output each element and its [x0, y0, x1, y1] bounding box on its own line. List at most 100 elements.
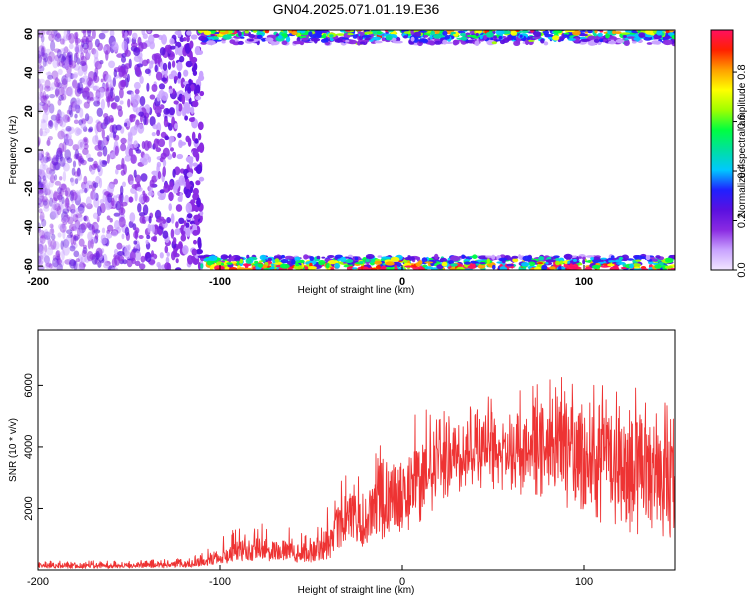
spectrogram-cell [81, 30, 86, 34]
spectrogram-cell [55, 117, 60, 126]
spectrogram-cell [130, 154, 137, 164]
spectrogram-cell [385, 261, 395, 266]
spectrogram-cell [47, 156, 52, 162]
spectrogram-cell [66, 65, 72, 75]
spectrogram-cell [53, 119, 59, 128]
spectrogram-cell [39, 215, 44, 220]
spectrogram-cell [563, 253, 573, 260]
spectrogram-cell [515, 30, 520, 33]
spectrogram-cell [622, 35, 627, 38]
spectrogram-cell [66, 49, 71, 56]
spectrogram-cell [40, 95, 47, 103]
spectrogram-cell [334, 263, 341, 269]
spectrogram-cell [184, 103, 191, 113]
spectrogram-cell [361, 35, 372, 38]
spectrogram-cell [59, 176, 63, 181]
spectrogram-y-axis-label: Frequency (Hz) [8, 116, 19, 185]
spectrogram-cell [419, 266, 425, 270]
spectrogram-cell [38, 150, 42, 161]
spectrogram-cell [38, 175, 42, 185]
spectrogram-cell [598, 38, 604, 42]
spectrogram-cell [45, 56, 49, 67]
spectrogram-cell [100, 78, 104, 83]
spectrogram-cell [46, 30, 53, 36]
spectrogram-cell [39, 30, 44, 39]
spectrogram-cell [291, 31, 298, 36]
spectrogram-cell [168, 107, 175, 116]
spectrogram-cell [47, 74, 54, 80]
spectrogram-cell [68, 258, 74, 263]
spectrogram-cell [161, 91, 169, 102]
spectrogram-cell [38, 251, 41, 257]
spectrogram-x-tick-label: 100 [575, 276, 593, 288]
spectrogram-cell [101, 30, 109, 34]
spectrogram-cell [72, 160, 77, 168]
snr-x-axis-label: Height of straight line (km) [298, 585, 415, 596]
spectrogram-cell [58, 111, 66, 120]
spectrogram-cell [197, 121, 204, 131]
spectrogram-cell [474, 40, 480, 46]
spectrogram-cell [40, 131, 48, 137]
spectrogram-cell [665, 257, 672, 263]
spectrogram-cell [44, 187, 48, 196]
spectrogram-cell [69, 60, 77, 69]
spectrogram-cell [84, 113, 90, 122]
spectrogram-cell [161, 77, 168, 82]
spectrogram-cell [151, 53, 158, 61]
snr-y-axis-label: SNR (10 * v/v) [8, 418, 19, 482]
spectrogram-cell [69, 232, 74, 237]
spectrogram-cell [48, 103, 55, 114]
spectrogram-cell [390, 256, 400, 262]
spectrogram-cell [186, 156, 194, 161]
spectrogram-y-tick-label: -60 [23, 258, 35, 274]
spectrogram-cell [62, 47, 67, 53]
spectrogram-cell [157, 171, 162, 180]
spectrogram-cell [48, 189, 54, 199]
spectrogram-cell [463, 259, 471, 262]
spectrogram-cell [99, 198, 104, 205]
spectrogram-cell [56, 258, 62, 265]
spectrogram-cell [38, 259, 43, 267]
spectrogram-cell [38, 177, 41, 185]
spectrogram-cell [41, 234, 48, 239]
spectrogram-cell [120, 143, 127, 152]
spectrogram-cell [46, 247, 54, 256]
spectrogram-cell [288, 30, 292, 34]
spectrogram-cell [64, 59, 70, 71]
spectrogram-cell [39, 246, 44, 257]
spectrogram-cell [193, 239, 197, 245]
spectrogram-cell [102, 145, 108, 157]
spectrogram-cell [44, 188, 51, 196]
spectrogram-cell [57, 82, 63, 89]
spectrogram-cell [281, 254, 285, 259]
spectrogram-cell [564, 260, 568, 265]
spectrogram-cell [57, 130, 65, 140]
spectrogram-cell [436, 264, 444, 270]
spectrogram-cell [49, 174, 56, 184]
spectrogram-cell [650, 32, 655, 36]
spectrogram-cell [71, 191, 78, 201]
spectrogram-cell [61, 211, 69, 222]
spectrogram-cell [57, 99, 62, 106]
spectrogram-cell [89, 97, 94, 102]
colorbar-tick-label: 0.2 [736, 213, 748, 228]
spectrogram-cell [86, 222, 91, 229]
spectrogram-cell [40, 149, 45, 158]
spectrogram-cell [38, 155, 42, 161]
spectrogram-cell [139, 96, 146, 106]
spectrogram-cell [44, 261, 50, 269]
spectrogram-cell [41, 53, 47, 61]
spectrogram-cell [77, 206, 84, 213]
spectrogram-cell [41, 47, 45, 58]
spectrogram-cell [128, 148, 134, 157]
spectrogram-cell [180, 77, 186, 89]
spectrogram-cell [365, 254, 375, 259]
spectrogram-cell [671, 35, 675, 40]
spectrogram-cell [44, 85, 51, 92]
spectrogram-cell [38, 168, 45, 177]
spectrogram-cell [56, 147, 63, 155]
spectrogram-cell [51, 155, 59, 167]
spectrogram-cell [76, 262, 84, 270]
spectrogram-cell [113, 248, 119, 256]
spectrogram-cell [56, 32, 61, 39]
